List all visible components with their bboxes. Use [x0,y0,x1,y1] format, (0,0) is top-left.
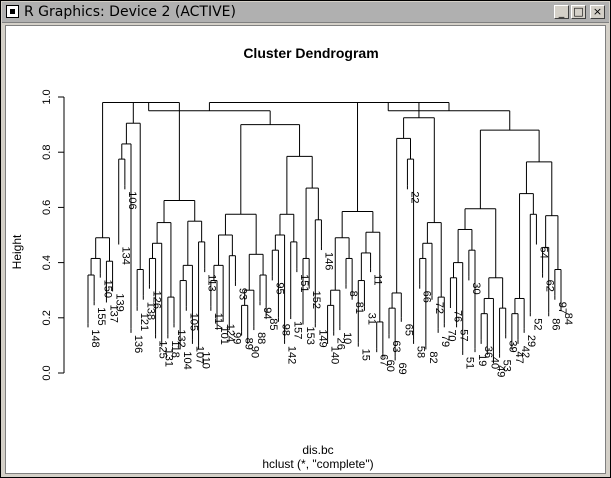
leaf-label: 30 [470,282,482,294]
leaf-label: 153 [304,327,316,345]
leaf-label: 11 [372,274,384,285]
leaf-label: 114 [212,313,224,331]
leaf-label: 150 [101,280,113,298]
leaf-label: 76 [451,310,463,322]
leaf-label: 149 [316,329,328,347]
leaf-label: 62 [544,280,556,292]
leaf-label: 65 [402,324,414,336]
leaf-label: 10 [341,332,353,344]
leaf-label: 84 [562,313,574,325]
leaf-label: 140 [329,346,341,364]
leaf-label: 89 [243,338,255,350]
leaf-label: 105 [187,313,199,331]
leaf-label: 125 [157,340,169,358]
leaf-label: 69 [396,362,408,374]
leaf-label: 66 [421,291,433,303]
leaf-label: 138 [144,302,156,320]
leaf-label: 98 [279,324,291,336]
app-icon[interactable] [6,5,19,18]
leaf-label: 146 [322,252,334,270]
window-title: R Graphics: Device 2 (ACTIVE) [24,4,236,20]
leaf-label: 8 [347,291,359,297]
leaf-label: 86 [550,318,562,330]
leaf-label: 60 [384,360,396,372]
leaf-label: 155 [95,307,107,325]
leaf-label: 53 [501,360,513,372]
leaf-label: 79 [439,335,451,347]
leaf-label: 63 [390,340,402,352]
leaf-label: 99 [230,332,242,344]
leaf-label: 95 [273,282,285,294]
leaf-label: 107 [193,346,205,364]
y-tick-label: 0.2 [41,310,53,325]
leaf-label: 126 [150,291,162,309]
leaf-label: 101 [218,327,230,345]
leaf-label: 94 [261,307,273,319]
leaf-label: 36 [482,346,494,358]
maximize-button[interactable]: □ [571,5,586,19]
leaf-label: 67 [378,354,390,366]
leaf-label: 42 [519,346,531,358]
leaf-label: 148 [89,329,101,347]
leaf-label: 29 [525,335,537,347]
y-tick-label: 0.8 [41,145,53,160]
leaf-label: 51 [464,357,476,369]
leaf-label: 97 [556,302,568,314]
title-bar[interactable]: R Graphics: Device 2 (ACTIVE) _ □ × [2,2,609,23]
leaf-label: 52 [531,318,543,330]
leaf-label: 31 [365,313,377,325]
leaf-label: 54 [537,247,549,259]
close-button[interactable]: × [590,5,605,19]
leaf-label: 113 [206,274,218,292]
leaf-label: 137 [107,304,119,322]
leaf-label: 26 [335,338,347,350]
leaf-label: 110 [200,351,212,369]
y-tick-label: 0.6 [41,200,53,215]
leaf-label: 39 [507,340,519,352]
plot-canvas: Cluster Dendrogram Height dis.bc hclust … [5,25,606,474]
leaf-label: 82 [427,351,439,363]
leaf-label: 136 [132,335,144,353]
leaf-label: 58 [415,346,427,358]
leaf-label: 49 [494,365,506,377]
leaf-label: 90 [249,346,261,358]
leaf-label: 142 [286,346,298,364]
leaf-label: 131 [163,349,175,367]
leaf-label: 70 [445,329,457,341]
leaf-label: 40 [488,357,500,369]
leaf-label: 88 [255,332,267,344]
y-tick-label: 0.0 [41,365,53,380]
leaf-label: 72 [433,302,445,314]
y-axis-label: Height [10,234,24,269]
leaf-label: 47 [513,351,525,363]
leaf-label: 121 [138,313,150,331]
hclust-sublabel: hclust (*, "complete") [262,457,373,471]
minimize-button[interactable]: _ [554,5,569,19]
leaf-label: 93 [236,288,248,300]
dendrogram-plot: Cluster Dendrogram Height dis.bc hclust … [10,45,574,471]
x-axis-label: dis.bc [302,443,333,457]
leaf-label: 85 [267,318,279,330]
leaf-label: 106 [126,191,138,209]
leaf-label: 134 [120,247,132,265]
leaf-label: 157 [292,321,304,339]
leaf-label: 132 [175,329,187,347]
y-tick-label: 0.4 [41,255,53,270]
leaf-label: 152 [310,291,322,309]
leaf-label: 104 [181,351,193,369]
leaf-label: 124 [224,324,236,342]
leaf-label: 15 [359,349,371,361]
y-tick-label: 1.0 [41,89,53,104]
leaf-label: 118 [169,340,181,358]
chart-title: Cluster Dendrogram [243,45,378,61]
leaf-label: 139 [114,293,126,311]
leaf-label: 57 [458,329,470,341]
leaf-label: 22 [408,191,420,203]
leaf-label: 151 [298,274,310,292]
leaf-label: 19 [476,354,488,366]
leaf-label: 81 [353,302,365,314]
